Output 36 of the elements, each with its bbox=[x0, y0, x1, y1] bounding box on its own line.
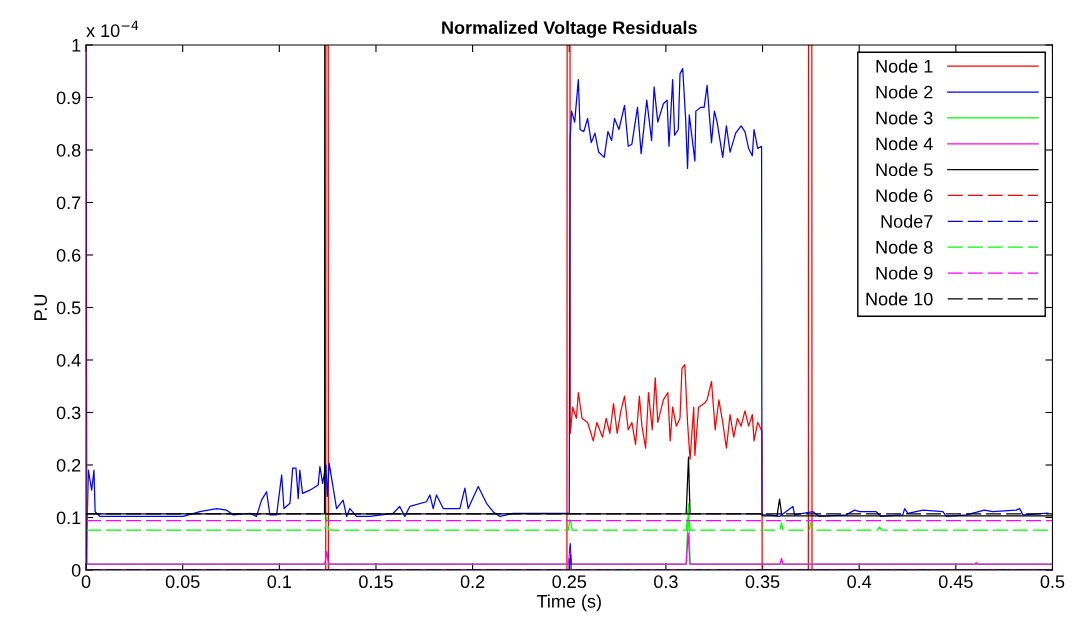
x-tick-label: 0.35 bbox=[745, 575, 780, 589]
y-tick-label: 0.6 bbox=[56, 248, 81, 262]
legend-label: Node 6 bbox=[876, 188, 933, 202]
y-tick-label: 0.7 bbox=[56, 196, 81, 210]
text: x 10$^{−4}$ bbox=[86, 20, 139, 38]
x-tick-label: 0.1 bbox=[267, 575, 291, 589]
y-tick-label: 0.1 bbox=[56, 511, 81, 525]
y-axis-title: P.U bbox=[34, 294, 47, 320]
legend-label: Node 8 bbox=[876, 240, 933, 254]
legend-label: Node 1 bbox=[876, 59, 933, 73]
chart-title: Normalized Voltage Residuals bbox=[442, 20, 697, 38]
legend-label: Node 3 bbox=[876, 111, 933, 125]
legend-label: Node 10 bbox=[866, 292, 933, 306]
legend-label: Node 5 bbox=[876, 162, 933, 177]
y-tick-label: 0.8 bbox=[56, 143, 81, 157]
y-tick-label: 0.2 bbox=[56, 458, 81, 472]
legend-label: Node7 bbox=[881, 214, 933, 228]
y-tick-label: 1 bbox=[72, 39, 81, 52]
y-tick-label: 0.4 bbox=[56, 353, 81, 367]
x-tick-label: 0.45 bbox=[938, 575, 973, 589]
x-tick-label: 0.15 bbox=[359, 575, 393, 589]
y-tick-label: 0.9 bbox=[56, 91, 81, 105]
legend-label: Node 2 bbox=[876, 85, 933, 99]
x-tick-label: 0.4 bbox=[847, 575, 872, 589]
y-tick-label: 0.3 bbox=[56, 406, 81, 420]
x-tick-label: 0 bbox=[81, 575, 91, 589]
x-tick-label: 0.3 bbox=[654, 575, 678, 589]
legend-label: Node 4 bbox=[876, 137, 933, 151]
legend-label: Node 9 bbox=[876, 266, 933, 280]
x-tick-label: 0.05 bbox=[165, 575, 200, 589]
y-tick-label: 0.5 bbox=[56, 301, 81, 315]
x-tick-label: 0.25 bbox=[552, 575, 587, 589]
y-tick-label: 0 bbox=[71, 563, 81, 577]
x-tick-label: 0.5 bbox=[1040, 575, 1065, 589]
x-tick-label: 0.2 bbox=[460, 575, 485, 589]
x-axis-title: Time (s) bbox=[536, 594, 601, 612]
